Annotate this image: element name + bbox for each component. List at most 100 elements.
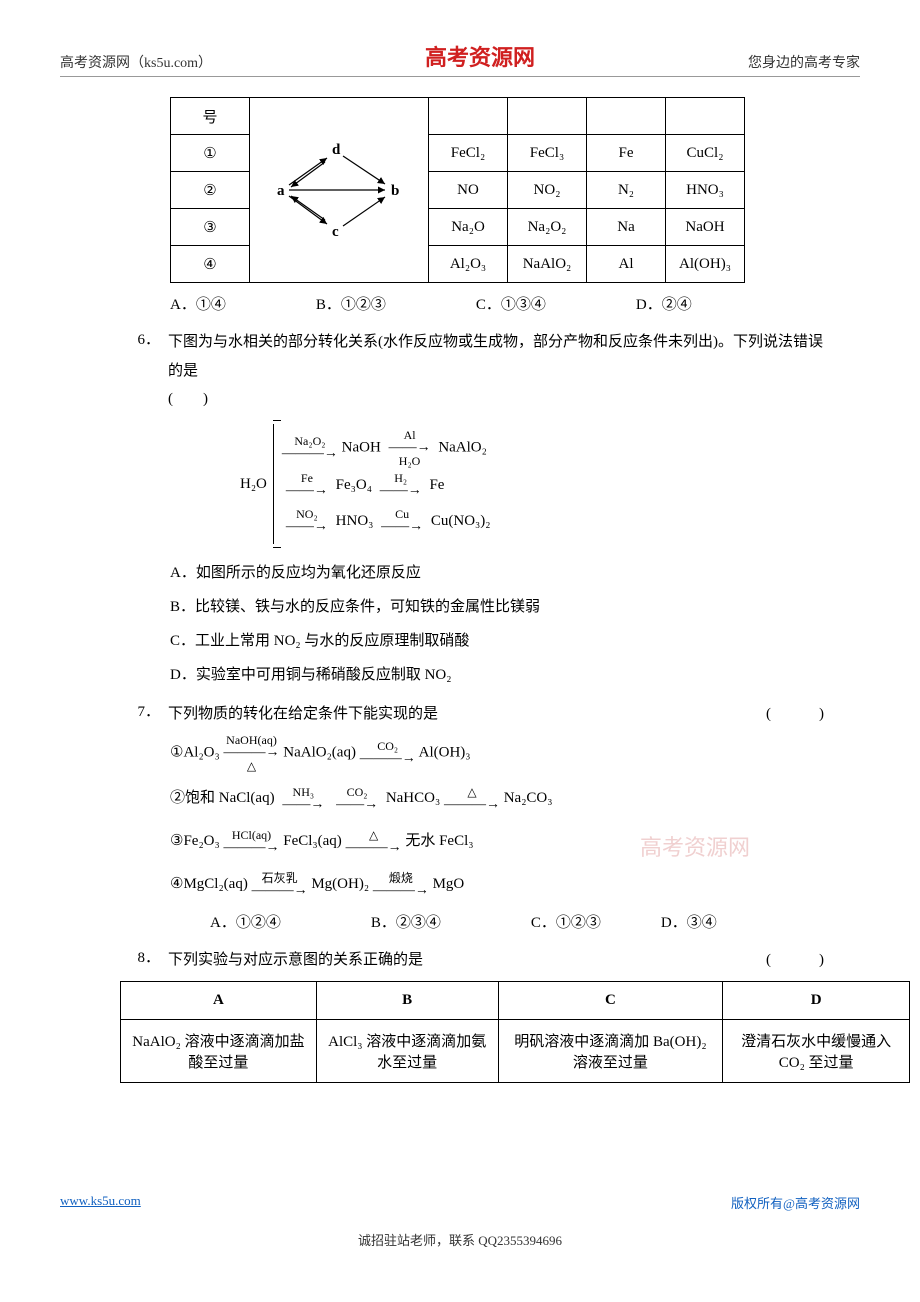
option-d-text: ②④	[662, 297, 692, 313]
choice-text: 实验室中可用铜与稀硝酸反应制取 NO₂	[196, 667, 452, 683]
header-left: 高考资源网（ks5u.com）	[60, 52, 212, 72]
arrow-icon: Cu——→	[377, 508, 427, 534]
reactant: ②饱和 NaCl(aq)	[170, 790, 275, 806]
cell: Na	[587, 209, 666, 246]
choice-c: C．工业上常用 NO₂ 与水的反应原理制取硝酸	[170, 626, 860, 656]
option-c-text: ①②③	[556, 915, 601, 931]
cell: Fe	[587, 135, 666, 172]
svg-text:a: a	[277, 183, 285, 199]
arrow-icon: HCl(aq)———→	[224, 829, 280, 855]
row-label: ①	[171, 135, 250, 172]
cell: FeCl₃	[508, 135, 587, 172]
scheme-branch: Fe——→ Fe₃O₄ H₂——→ Fe	[282, 467, 491, 503]
cell: Al	[587, 246, 666, 283]
choice-a: A．如图所示的反应均为氧化还原反应	[170, 558, 860, 588]
option-a: A．①②④	[210, 911, 281, 932]
question-8: 8． 下列实验与对应示意图的关系正确的是 ( )	[60, 946, 860, 975]
cell: NO₂	[508, 172, 587, 209]
cell: Na₂O	[429, 209, 508, 246]
product: Na₂CO₃	[504, 790, 553, 806]
cell: HNO₃	[666, 172, 745, 209]
product: Mg(OH)₂	[311, 876, 369, 892]
q6-paren: ( )	[168, 391, 208, 407]
arrow-icon: 石灰乳———→	[252, 872, 308, 898]
product: FeCl₃(aq)	[283, 833, 342, 849]
cell: N₂	[587, 172, 666, 209]
q8-cell: 澄清石灰水中缓慢通入 CO₂ 至过量	[723, 1019, 910, 1082]
question-6: 6． 下图为与水相关的部分转化关系(水作反应物或生成物，部分产物和反应条件未列出…	[60, 328, 860, 414]
question-7: 7． 下列物质的转化在给定条件下能实现的是 ( )	[60, 700, 860, 729]
q6-choices: A．如图所示的反应均为氧化还原反应 B．比较镁、铁与水的反应条件，可知铁的金属性…	[170, 558, 860, 690]
cell: NO	[429, 172, 508, 209]
option-b-text: ①②③	[341, 297, 386, 313]
product: NaOH	[342, 439, 381, 455]
svg-text:c: c	[332, 224, 339, 240]
choice-d: D．实验室中可用铜与稀硝酸反应制取 NO₂	[170, 660, 860, 690]
svg-text:d: d	[332, 142, 341, 158]
option-d: D．③④	[661, 911, 717, 932]
q8-col-header: B	[316, 981, 498, 1019]
q5-blank3	[587, 98, 666, 135]
header-center-logo: 高考资源网	[425, 40, 535, 72]
footer-contact: 诚招驻站老师，联系 QQ2355394696	[60, 1230, 860, 1249]
q5-blank1	[429, 98, 508, 135]
reactant: ④MgCl₂(aq)	[170, 876, 248, 892]
option-a: A．①④	[170, 293, 226, 314]
svg-text:b: b	[391, 183, 399, 199]
product: Al(OH)₃	[419, 744, 471, 760]
reactant: ③Fe₂O₃	[170, 833, 220, 849]
footer-link[interactable]: www.ks5u.com	[60, 1193, 141, 1212]
cell: CuCl₂	[666, 135, 745, 172]
q8-cell: 明矾溶液中逐滴滴加 Ba(OH)₂ 溶液至过量	[498, 1019, 723, 1082]
option-b: B．①②③	[316, 293, 386, 314]
arrow-icon: 煅烧———→	[373, 872, 429, 898]
product: HNO₃	[336, 513, 374, 529]
reaction-line: ①Al₂O₃ NaOH(aq)———→△ NaAlO₂(aq) CO₂———→ …	[170, 734, 860, 772]
option-a-text: ①②④	[236, 915, 281, 931]
q8-cell: NaAlO₂ 溶液中逐滴滴加盐酸至过量	[121, 1019, 317, 1082]
product: Fe	[429, 477, 444, 493]
q5-diagram-cell: a b c d	[250, 98, 429, 283]
page-footer: www.ks5u.com 版权所有@高考资源网 诚招驻站老师，联系 QQ2355…	[0, 1193, 920, 1249]
cell: Al₂O₃	[429, 246, 508, 283]
product: 无水 FeCl₃	[405, 833, 473, 849]
arrow-icon: NaOH(aq)———→△	[224, 734, 280, 772]
scheme-root: H₂O	[240, 466, 273, 502]
reaction-line: ④MgCl₂(aq) 石灰乳———→ Mg(OH)₂ 煅烧———→ MgO	[170, 868, 860, 901]
product: NaAlO₂(aq)	[283, 744, 356, 760]
product: MgO	[433, 876, 465, 892]
row-label: ②	[171, 172, 250, 209]
row-label: ④	[171, 246, 250, 283]
choice-text: 比较镁、铁与水的反应条件，可知铁的金属性比镁弱	[195, 599, 540, 615]
product: NaAlO₂	[438, 439, 487, 455]
q5-options: A．①④ B．①②③ C．①③④ D．②④	[170, 293, 860, 314]
q7-paren: ( )	[766, 700, 830, 729]
scheme-branch: NO₂——→ HNO₃ Cu——→ Cu(NO₃)₂	[282, 503, 491, 539]
cell: NaAlO₂	[508, 246, 587, 283]
arrow-icon: Na₂O₂———→	[282, 435, 338, 461]
row-label: ③	[171, 209, 250, 246]
q8-table: A B C D NaAlO₂ 溶液中逐滴滴加盐酸至过量 AlCl₃ 溶液中逐滴滴…	[120, 981, 910, 1083]
option-b: B．②③④	[371, 911, 441, 932]
arrow-icon: H₂——→	[376, 472, 426, 498]
q7-stem: 下列物质的转化在给定条件下能实现的是	[168, 706, 438, 722]
q6-stem: 下图为与水相关的部分转化关系(水作反应物或生成物，部分产物和反应条件未列出)。下…	[168, 334, 823, 379]
q5-header-num: 号	[171, 98, 250, 135]
option-d-text: ③④	[687, 915, 717, 931]
arrow-icon: NO₂——→	[282, 508, 332, 534]
q8-col-header: A	[121, 981, 317, 1019]
q7-number: 7．	[120, 700, 168, 729]
q6-number: 6．	[120, 328, 168, 414]
product: Cu(NO₃)₂	[431, 513, 491, 529]
scheme-branch: Na₂O₂———→ NaOH Al——→H₂O NaAlO₂	[282, 429, 491, 467]
header-right: 您身边的高考专家	[748, 52, 860, 72]
reaction-line: ②饱和 NaCl(aq) NH₃——→ CO₂——→ NaHCO₃ △———→ …	[170, 782, 860, 815]
footer-copyright: 版权所有@高考资源网	[731, 1193, 860, 1212]
option-b-text: ②③④	[396, 915, 441, 931]
option-d: D．②④	[636, 293, 692, 314]
choice-text: 工业上常用 NO₂ 与水的反应原理制取硝酸	[195, 633, 469, 649]
arrow-icon: △———→	[346, 829, 402, 855]
q8-col-header: C	[498, 981, 723, 1019]
cell: Al(OH)₃	[666, 246, 745, 283]
choice-b: B．比较镁、铁与水的反应条件，可知铁的金属性比镁弱	[170, 592, 860, 622]
